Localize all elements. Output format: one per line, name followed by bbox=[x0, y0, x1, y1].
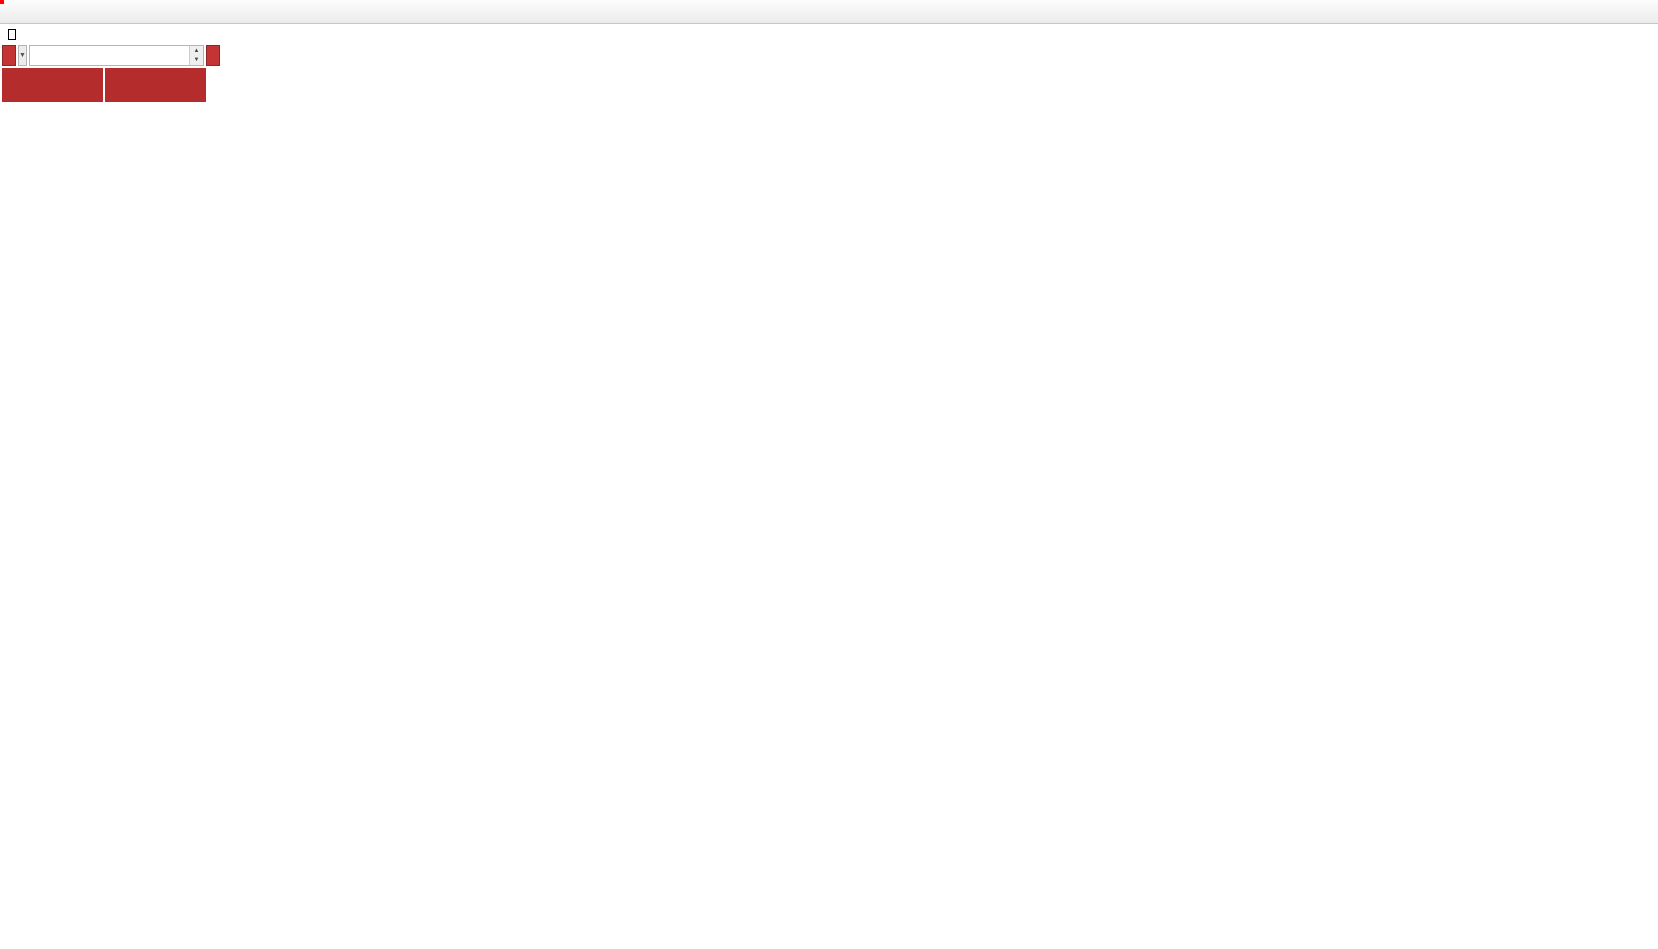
spinner-up-icon[interactable]: ▲ bbox=[189, 46, 203, 56]
toolbar bbox=[0, 0, 1658, 24]
volume-input[interactable] bbox=[29, 46, 189, 65]
symbol-ohlc-info bbox=[8, 29, 21, 40]
sell-button[interactable] bbox=[2, 45, 16, 66]
spinner-down-icon[interactable]: ▼ bbox=[189, 55, 203, 65]
sell-price-button[interactable] bbox=[2, 68, 103, 102]
one-click-trade-panel: ▼ ▲ ▼ bbox=[2, 45, 220, 102]
volume-input-wrap: ▲ ▼ bbox=[28, 45, 204, 66]
buy-button[interactable] bbox=[205, 45, 220, 66]
candle-mini-icon bbox=[8, 29, 16, 40]
volume-spinner: ▲ ▼ bbox=[188, 46, 203, 65]
chevron-down-icon: ▼ bbox=[19, 52, 26, 59]
buy-price-button[interactable] bbox=[105, 68, 206, 102]
volume-preset-dropdown[interactable]: ▼ bbox=[18, 45, 27, 66]
price-callout[interactable] bbox=[0, 0, 4, 4]
